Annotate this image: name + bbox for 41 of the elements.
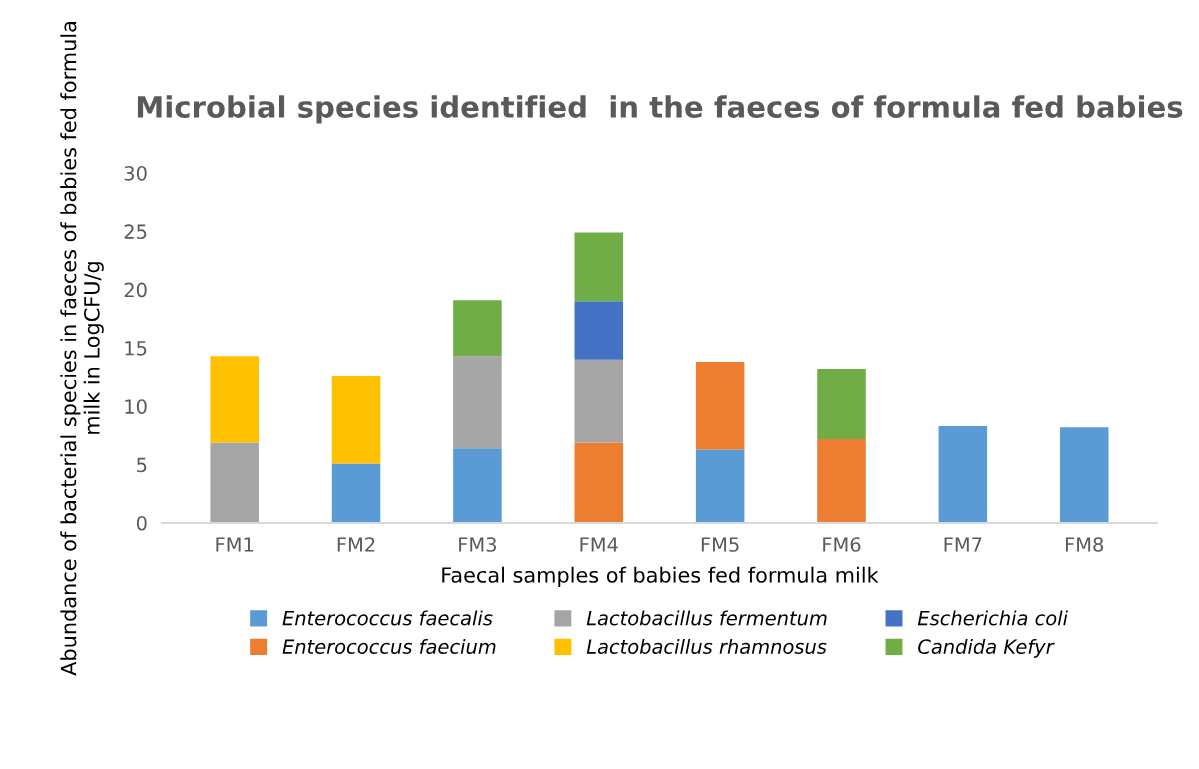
bar [210,356,259,443]
y-tick-label: 10 [125,399,147,414]
legend-label: Lactobacillus rhamnosus [586,638,827,654]
x-tick-label: FM3 [459,537,497,552]
bar [574,442,624,523]
y-tick-label: 5 [137,457,147,473]
legend-label: Candida Kefyr [918,638,1055,658]
x-tick-label: FM1 [216,537,254,552]
legend-label: Enterococcus faecalis [282,610,493,626]
legend-label: Lactobacillus fermentum [586,610,827,626]
y-tick-label: 20 [124,282,147,298]
y-tick-label: 25 [124,224,147,239]
bar [331,375,381,464]
bar [574,232,624,302]
bar [817,368,866,439]
bar [331,463,381,523]
x-axis-title: Faecal samples of babies fed formula milk [442,566,879,587]
bar [695,361,745,450]
bar [210,442,259,523]
bar [695,449,745,523]
bar [453,300,502,357]
bar [574,301,624,360]
x-tick-label: FM7 [944,537,982,552]
bar [1059,427,1109,523]
x-tick-label: FM4 [580,537,618,552]
y-tick-label: 30 [124,165,147,181]
x-tick-label: FM8 [1065,537,1104,552]
bar [453,356,502,449]
y-tick-label: 0 [136,515,147,531]
x-tick-label: FM6 [823,537,861,552]
bar [453,448,502,523]
bar [938,426,988,523]
x-tick-label: FM2 [337,537,375,552]
legend-label: Escherichia coli [917,610,1068,626]
x-tick-label: FM5 [701,537,739,552]
y-tick-label: 15 [125,341,147,356]
chart-title: Microbial species identified in the faeces of formula fed babies [137,95,1183,124]
legend-label: Enterococcus faecium [282,638,496,654]
bar [574,359,624,443]
y-axis-title: Abundance of bacterial species in faeces of babies fed formula milk in LogCFU/g [60,22,104,676]
bar [817,438,866,523]
